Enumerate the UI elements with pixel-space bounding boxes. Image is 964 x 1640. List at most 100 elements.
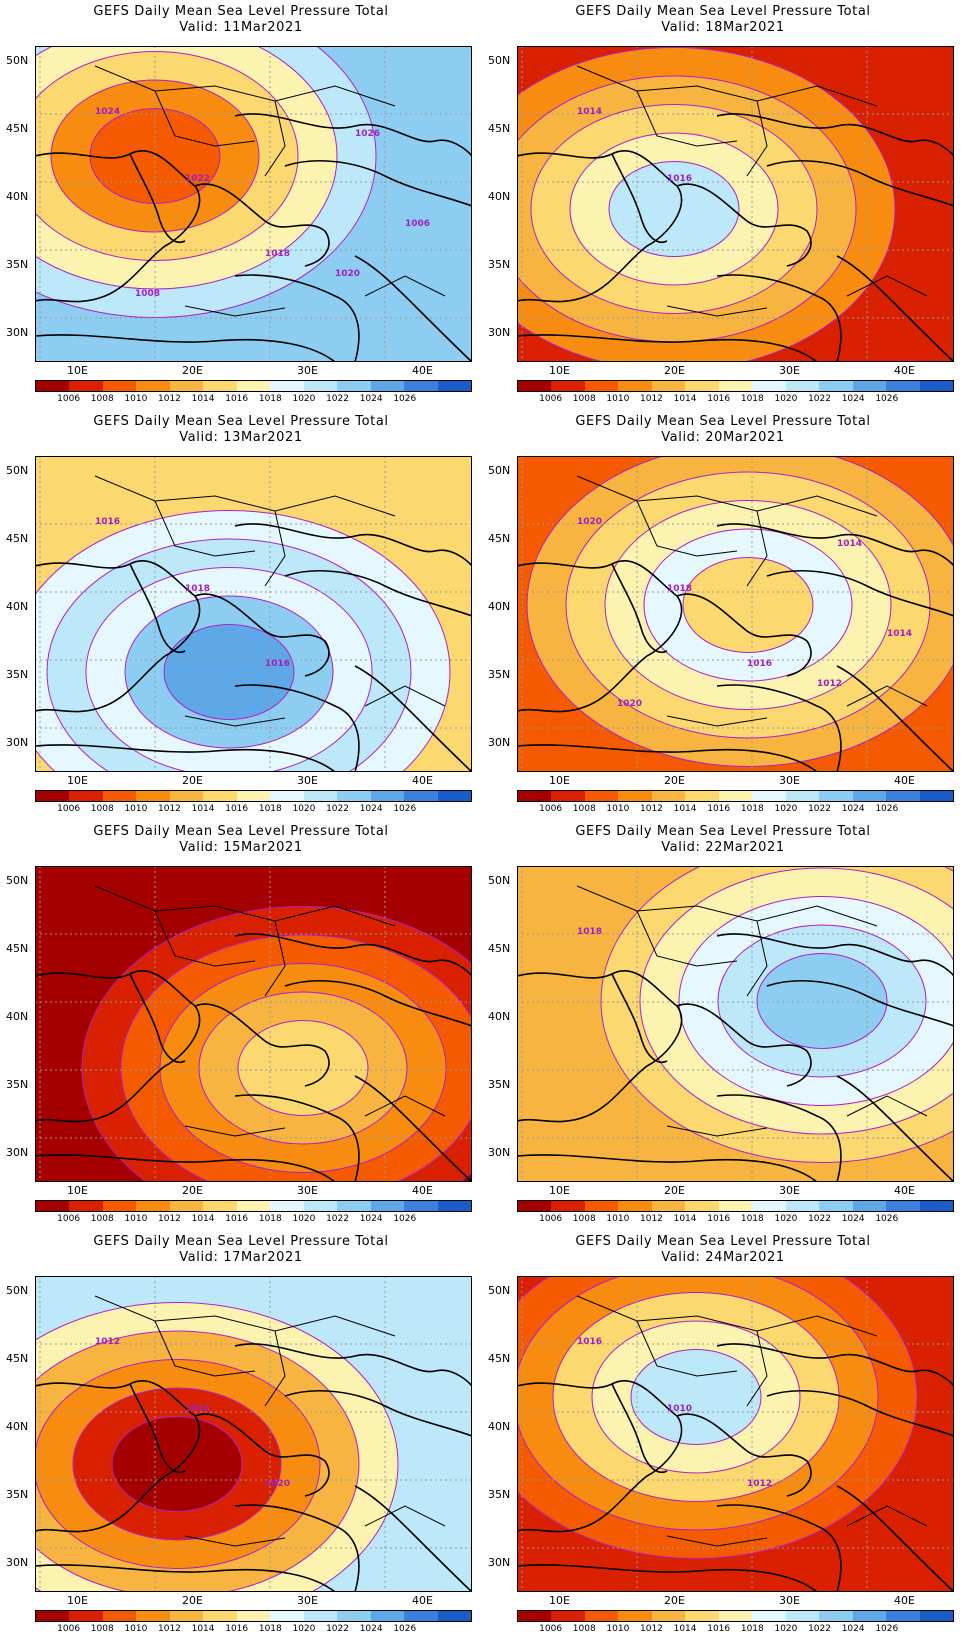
map-frame [35, 1276, 472, 1592]
pressure-contour-band [682, 557, 814, 653]
colorbar-swatch [685, 791, 719, 801]
colorbar-tick-label: 1024 [359, 1624, 383, 1634]
colorbar-tick-label: 1022 [808, 1214, 831, 1224]
colorbar-swatch [551, 1611, 585, 1621]
longitude-label: 20E [664, 774, 685, 787]
contour-label: 1024 [95, 107, 120, 117]
colorbar-swatch [36, 1201, 70, 1211]
colorbar-tick-label: 1026 [875, 1214, 899, 1224]
colorbar-tick-label: 1020 [774, 1624, 798, 1634]
colorbar-tick-label: 1018 [258, 394, 282, 404]
coastline [611, 1383, 668, 1473]
coastline [836, 1075, 954, 1182]
panel-valid-date: Valid: 17Mar2021 [179, 1250, 303, 1265]
colorbar-swatch [337, 791, 371, 801]
longitude-label: 30E [297, 364, 318, 377]
colorbar-swatch [69, 381, 103, 391]
map-panel: GEFS Daily Mean Sea Level Pressure Total… [482, 1230, 964, 1640]
pressure-map: 1014 1016 [517, 46, 954, 362]
colorbar-swatch [651, 791, 686, 801]
colorbar-swatch [518, 381, 552, 391]
coastline [836, 1485, 954, 1592]
longitude-label: 40E [412, 364, 433, 377]
colorbar-tick-label: 1024 [841, 804, 865, 814]
colorbar-swatch [370, 1201, 405, 1211]
coastline [284, 160, 472, 207]
coastline [517, 1154, 818, 1182]
colorbar-swatch [886, 1611, 920, 1621]
map-panel: GEFS Daily Mean Sea Level Pressure Total… [0, 410, 482, 820]
country-border [666, 1535, 768, 1547]
colorbar-swatch [651, 1611, 686, 1621]
colorbar-swatch [551, 791, 585, 801]
colorbar-tick-label: 1024 [841, 1624, 865, 1634]
colorbar-swatch [886, 791, 920, 801]
coastline [836, 255, 954, 362]
coastline [129, 973, 186, 1063]
colorbar-swatch [203, 381, 237, 391]
longitude-label: 20E [664, 1594, 685, 1607]
contour-label: 1018 [577, 927, 602, 937]
colorbar-swatch [618, 381, 652, 391]
country-border [154, 500, 256, 557]
pressure-contour-band [630, 1349, 762, 1445]
latitude-label: 35N [488, 258, 511, 271]
colorbar-swatch [102, 1611, 137, 1621]
coastline [517, 334, 818, 362]
colorbar-swatch [69, 791, 103, 801]
colorbar-swatch [303, 1201, 338, 1211]
pressure-map: 1020 1018 1016 1014 1012 1020 1014 [517, 456, 954, 772]
coastline [766, 570, 954, 617]
colorbar [517, 1200, 954, 1212]
colorbar-swatch [169, 1201, 204, 1211]
longitude-label: 40E [894, 1594, 915, 1607]
colorbar-tick-label: 1024 [841, 394, 865, 404]
colorbar-tick-label: 1008 [572, 394, 596, 404]
coastline [676, 183, 812, 267]
colorbar-swatch [651, 1201, 686, 1211]
colorbar-swatch [102, 1201, 137, 1211]
latitude-label: 40N [6, 190, 29, 203]
colorbar-swatch [437, 1201, 472, 1211]
colorbar-tick-label: 1010 [124, 1624, 148, 1634]
latitude-label: 40N [6, 1420, 29, 1433]
colorbar-swatch [203, 1201, 237, 1211]
colorbar-swatch [718, 791, 753, 801]
contour-label: 1014 [577, 107, 602, 117]
contour-label: 1014 [887, 629, 912, 639]
panel-valid-date: Valid: 24Mar2021 [661, 1250, 785, 1265]
pressure-map: 1016 1018 1016 [35, 456, 472, 772]
colorbar-swatch [69, 1611, 103, 1621]
contour-label: 1018 [185, 584, 210, 594]
country-border [666, 715, 768, 727]
colorbar-swatch [303, 791, 338, 801]
country-border [846, 1505, 928, 1527]
longitude-label: 40E [412, 1184, 433, 1197]
map-panel: GEFS Daily Mean Sea Level Pressure Total… [0, 0, 482, 410]
map-frame [35, 866, 472, 1182]
longitude-label: 10E [549, 1184, 570, 1197]
map-frame [517, 46, 954, 362]
colorbar-labels: 1006 1008 1010 1012 1014 1016 1018 1020 1022 1024… [35, 394, 472, 406]
contour-label: 1008 [135, 289, 160, 299]
colorbar [35, 380, 472, 392]
colorbar [35, 1200, 472, 1212]
latitude-label: 50N [6, 464, 29, 477]
colorbar-swatch [852, 1611, 887, 1621]
coastline [517, 744, 818, 772]
colorbar-tick-label: 1020 [292, 1624, 316, 1634]
map-canvas: 1016 1018 1016 [35, 456, 472, 772]
country-border [364, 685, 446, 707]
country-border [94, 885, 396, 927]
latitude-label: 40N [488, 190, 511, 203]
colorbar-swatch [270, 791, 304, 801]
colorbar-swatch [785, 791, 820, 801]
coastline [676, 593, 812, 677]
colorbar-tick-label: 1014 [673, 804, 697, 814]
colorbar-tick-label: 1012 [158, 394, 181, 404]
colorbar-tick-label: 1016 [707, 394, 731, 404]
country-border [846, 275, 928, 297]
colorbar-tick-label: 1012 [640, 1624, 663, 1634]
coastline [354, 1075, 472, 1182]
colorbar-swatch [236, 791, 271, 801]
